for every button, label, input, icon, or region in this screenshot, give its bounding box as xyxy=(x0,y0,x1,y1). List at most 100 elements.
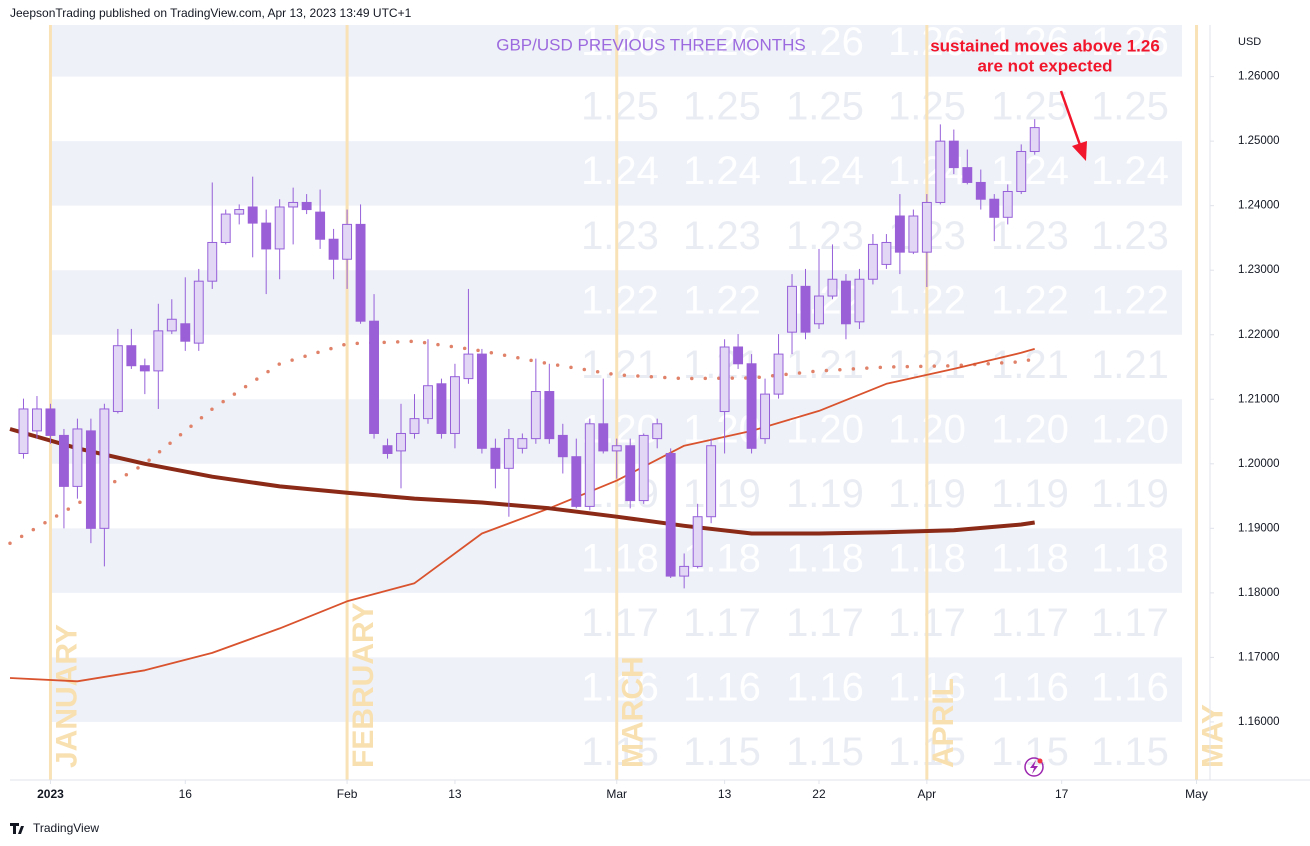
watermark: 1.15 xyxy=(786,730,864,774)
candle-body xyxy=(975,181,986,200)
candle-body xyxy=(72,428,83,487)
watermark: 1.24 xyxy=(1091,149,1169,193)
watermark: 1.24 xyxy=(683,149,761,193)
month-label: MARCH xyxy=(617,656,650,768)
watermarks: 1.26 1.26 1.26 1.26 1.26 1.261.25 1.25 1.25 1.25… xyxy=(581,20,1169,774)
watermark: 1.23 xyxy=(786,214,864,258)
candle-body xyxy=(787,285,797,333)
candle-body xyxy=(935,140,946,203)
candle-body xyxy=(180,323,191,342)
candle-body xyxy=(894,215,905,253)
candle-body xyxy=(760,393,771,440)
watermark: 1.18 xyxy=(991,536,1069,580)
candle-body xyxy=(449,376,460,434)
candle-body xyxy=(369,320,379,434)
candle-body xyxy=(409,418,420,434)
y-tick-label: 1.20000 xyxy=(1238,458,1280,470)
candle-body xyxy=(112,345,123,413)
watermark: 1.25 xyxy=(786,85,864,129)
candle-body xyxy=(503,438,514,469)
candle-body xyxy=(1029,127,1040,152)
watermark: 1.19 xyxy=(1091,472,1169,516)
x-tick-label: 13 xyxy=(448,787,462,801)
candle-body xyxy=(99,408,110,529)
watermark: 1.22 xyxy=(991,278,1069,322)
y-tick-label: 1.25000 xyxy=(1238,135,1280,147)
watermark: 1.24 xyxy=(991,149,1069,193)
watermark: 1.15 xyxy=(581,730,659,774)
y-tick-label: 1.19000 xyxy=(1238,522,1280,534)
watermark: 1.22 xyxy=(786,278,864,322)
watermark: 1.18 xyxy=(581,536,659,580)
watermark: 1.26 xyxy=(991,20,1069,64)
candle-body xyxy=(45,408,56,436)
month-label: JANUARY xyxy=(50,624,83,768)
candle-body xyxy=(220,213,231,243)
candle-body xyxy=(638,434,649,502)
watermark: 1.25 xyxy=(581,85,659,129)
candles xyxy=(18,119,1040,589)
axes: 1.16000 1.17000 1.18000 1.19000 1.20000 1.210… xyxy=(37,71,1279,802)
event-icon-bolt xyxy=(1030,760,1038,774)
candle-body xyxy=(706,445,717,518)
watermark: 1.24 xyxy=(581,149,659,193)
candle-body xyxy=(139,365,150,372)
candle-body xyxy=(476,353,487,449)
candle-body xyxy=(989,198,1000,218)
indicator-line xyxy=(9,427,1035,536)
candle-body xyxy=(908,215,919,253)
watermark: 1.16 xyxy=(1091,665,1169,709)
candle-body xyxy=(315,211,326,240)
candle-body xyxy=(557,434,568,458)
candle-body xyxy=(32,408,42,432)
candle-body xyxy=(679,565,690,577)
candle-body xyxy=(733,346,744,365)
annotation: sustained moves above 1.26 xyxy=(930,36,1160,55)
chart-title: GBP/USD PREVIOUS THREE MONTHS xyxy=(496,35,806,54)
candle-body xyxy=(827,278,838,297)
candle-body xyxy=(611,445,622,452)
candle-body xyxy=(207,241,218,282)
x-tick-label: May xyxy=(1185,787,1208,801)
y-tick-label: 1.18000 xyxy=(1238,587,1280,599)
watermark: 1.25 xyxy=(1091,85,1169,129)
candle-body xyxy=(625,445,636,502)
candle-body xyxy=(126,345,137,367)
y-tick-label: 1.17000 xyxy=(1238,651,1280,663)
x-tick-label: 2023 xyxy=(37,787,64,801)
candle-body xyxy=(342,223,353,260)
candle-body xyxy=(719,346,730,413)
x-tick-label: 16 xyxy=(179,787,193,801)
watermark: 1.22 xyxy=(683,278,761,322)
watermark: 1.23 xyxy=(1091,214,1169,258)
event-icon[interactable] xyxy=(1024,757,1044,777)
watermark: 1.16 xyxy=(683,665,761,709)
y-tick-label: 1.24000 xyxy=(1238,200,1280,212)
watermark: 1.26 xyxy=(581,20,659,64)
watermark: 1.17 xyxy=(1091,601,1169,645)
candle-body xyxy=(261,222,272,250)
watermark: 1.22 xyxy=(581,278,659,322)
watermark: 1.18 xyxy=(786,536,864,580)
watermark: 1.18 xyxy=(1091,536,1169,580)
candle-body xyxy=(382,445,393,454)
watermark: 1.17 xyxy=(991,601,1069,645)
watermark: 1.15 xyxy=(991,730,1069,774)
event-dot xyxy=(1037,758,1043,764)
candle-body xyxy=(166,318,177,332)
candle-body xyxy=(746,363,757,449)
candle-body xyxy=(490,447,501,469)
annotation: are not expected xyxy=(977,56,1112,75)
candle-body xyxy=(665,452,676,577)
candle-body xyxy=(962,167,973,183)
x-tick-label: 22 xyxy=(812,787,826,801)
watermark: 1.24 xyxy=(786,149,864,193)
candle-body xyxy=(692,516,703,567)
indicator-line xyxy=(8,339,1037,545)
header: JeepsonTrading published on TradingView.… xyxy=(10,6,412,20)
candle-body xyxy=(773,353,784,395)
watermark: 1.25 xyxy=(991,85,1069,129)
watermark: 1.19 xyxy=(683,472,761,516)
watermark: 1.20 xyxy=(991,407,1069,451)
